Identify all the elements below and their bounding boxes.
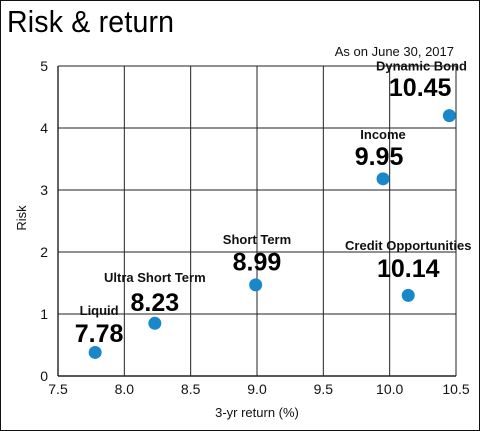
- y-axis-label: Risk: [14, 205, 29, 231]
- data-point: [148, 316, 162, 330]
- point-value-label: 8.99: [233, 249, 282, 277]
- point-value-label: 9.95: [355, 143, 404, 171]
- x-tick-label: 10.5: [442, 381, 469, 397]
- data-point: [249, 278, 263, 292]
- x-axis-label: 3-yr return (%): [215, 405, 299, 420]
- x-tick-label: 9.5: [314, 381, 334, 397]
- y-tick-label: 1: [40, 306, 48, 322]
- y-tick-label: 0: [40, 368, 48, 384]
- point-name-label: Income: [360, 127, 406, 142]
- y-tick-label: 5: [40, 58, 48, 74]
- point-name-label: Liquid: [80, 303, 119, 318]
- grid: [57, 65, 457, 377]
- x-tick-label: 8.0: [115, 381, 135, 397]
- chart-title: Risk & return: [7, 4, 175, 39]
- point-value-label: 10.45: [389, 74, 452, 102]
- point-value-label: 7.78: [75, 320, 124, 348]
- point-value-label: 8.23: [131, 289, 180, 317]
- x-tick-label: 8.5: [181, 381, 201, 397]
- data-labels: Liquid 7.78 Ultra Short Term 8.23 Short Term…: [75, 58, 472, 348]
- data-point: [376, 172, 390, 186]
- point-name-label: Credit Opportunities: [345, 238, 471, 253]
- y-tick-label: 3: [40, 182, 48, 198]
- y-tick-label: 2: [40, 244, 48, 260]
- data-point: [401, 288, 415, 302]
- tick-labels: 7.5 8.0 8.5 9.0 9.5 10.0 10.5 0 1 2 3 4 5: [40, 58, 470, 397]
- x-tick-label: 10.0: [376, 381, 403, 397]
- chart-subtitle: As on June 30, 2017: [334, 44, 454, 59]
- point-name-label: Dynamic Bond: [376, 58, 467, 73]
- x-tick-label: 9.0: [247, 381, 267, 397]
- point-value-label: 10.14: [377, 255, 440, 283]
- y-tick-label: 4: [40, 120, 48, 136]
- point-name-label: Ultra Short Term: [104, 270, 206, 285]
- data-points: [88, 109, 456, 359]
- data-point: [88, 345, 102, 359]
- point-name-label: Short Term: [223, 232, 291, 247]
- x-tick-label: 7.5: [48, 381, 68, 397]
- data-point: [442, 109, 456, 123]
